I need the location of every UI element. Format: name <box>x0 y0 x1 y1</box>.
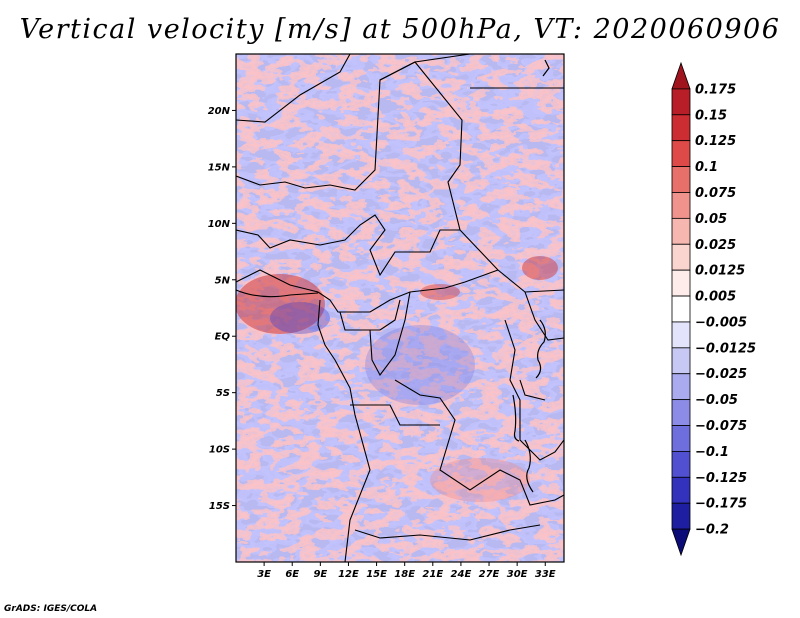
lon-tick-label: 9E <box>313 569 327 580</box>
lon-tick-label: 30E <box>507 569 528 580</box>
colorbar-swatch <box>671 88 691 116</box>
lon-tick-label: 12E <box>338 569 359 580</box>
lon-tick-label: 24E <box>451 569 472 580</box>
map-frame <box>235 53 565 563</box>
colorbar-swatch <box>671 217 691 245</box>
colorbar-swatch <box>671 425 691 452</box>
colorbar-swatch <box>671 61 691 90</box>
colorbar-label: 0.05 <box>695 212 727 227</box>
lon-tick-label: 21E <box>422 569 443 580</box>
colorbar-swatch <box>671 140 691 167</box>
colorbar-label: 0.025 <box>695 238 736 253</box>
colorbar-label: 0.005 <box>695 290 736 305</box>
colorbar-swatch <box>671 373 691 401</box>
colorbar-label: 0.1 <box>695 160 718 175</box>
colorbar-swatch <box>671 269 691 297</box>
colorbar-swatch <box>671 192 691 219</box>
colorbar-label: 0.125 <box>695 134 736 149</box>
colorbar-swatch <box>671 166 691 193</box>
grads-credit: GrADS: IGES/COLA <box>4 604 98 614</box>
lon-tick-label: 18E <box>394 569 415 580</box>
colorbar-swatch <box>671 295 691 323</box>
colorbar-label: −0.0125 <box>695 341 756 356</box>
lat-tick-label: 10N <box>208 219 231 230</box>
colorbar-swatch <box>671 399 691 426</box>
colorbar-label: −0.05 <box>695 393 738 408</box>
lon-tick-label: 3E <box>257 569 271 580</box>
lat-tick-label: 5S <box>216 388 230 399</box>
lon-tick-label: 15E <box>366 569 387 580</box>
colorbar-swatch <box>671 476 691 504</box>
lon-tick-label: 33E <box>535 569 556 580</box>
colorbar-label: −0.1 <box>695 445 729 460</box>
colorbar-label: −0.005 <box>695 315 747 330</box>
lat-tick-label: 20N <box>208 106 231 117</box>
colorbar-label: 0.175 <box>695 82 736 97</box>
colorbar-label: −0.025 <box>695 367 747 382</box>
lat-tick-label: 15S <box>209 501 230 512</box>
colorbar-label: 0.0125 <box>695 264 745 279</box>
colorbar-label: −0.125 <box>695 471 747 486</box>
colorbar-swatch <box>671 451 691 478</box>
vertical-velocity-field <box>236 54 564 562</box>
map-title: Vertical velocity [m/s] at 500hPa, VT: 2… <box>19 14 781 45</box>
colorbar-swatch <box>671 347 691 375</box>
lon-tick-label: 6E <box>285 569 299 580</box>
latitude-axis: 20N 15N 10N 5N EQ 5S 10S 15S <box>208 106 236 512</box>
country-borders <box>236 54 564 562</box>
colorbar-label: −0.2 <box>695 523 729 538</box>
colorbar-label: 0.075 <box>695 186 736 201</box>
colorbar-label: −0.075 <box>695 419 747 434</box>
lat-tick-label: 5N <box>215 275 231 286</box>
lat-tick-label: 15N <box>208 162 231 173</box>
colorbar-swatch <box>671 243 691 271</box>
colorbar-swatch <box>671 114 691 142</box>
lat-tick-label: 10S <box>209 445 230 456</box>
colorbar-swatch <box>671 502 691 530</box>
lat-tick-label: EQ <box>215 332 231 343</box>
lon-tick-label: 27E <box>479 569 500 580</box>
colorbar: 0.175 0.15 0.125 0.1 0.075 0.05 0.025 0.0125 0.0… <box>671 61 756 557</box>
colorbar-label: 0.15 <box>695 108 727 123</box>
longitude-axis: 3E 6E 9E 12E 15E 18E 21E 24E 27E 30E 33E <box>257 562 556 580</box>
lakes <box>512 59 550 493</box>
colorbar-swatch <box>671 528 691 557</box>
colorbar-swatch <box>671 321 691 349</box>
colorbar-label: −0.175 <box>695 497 747 512</box>
